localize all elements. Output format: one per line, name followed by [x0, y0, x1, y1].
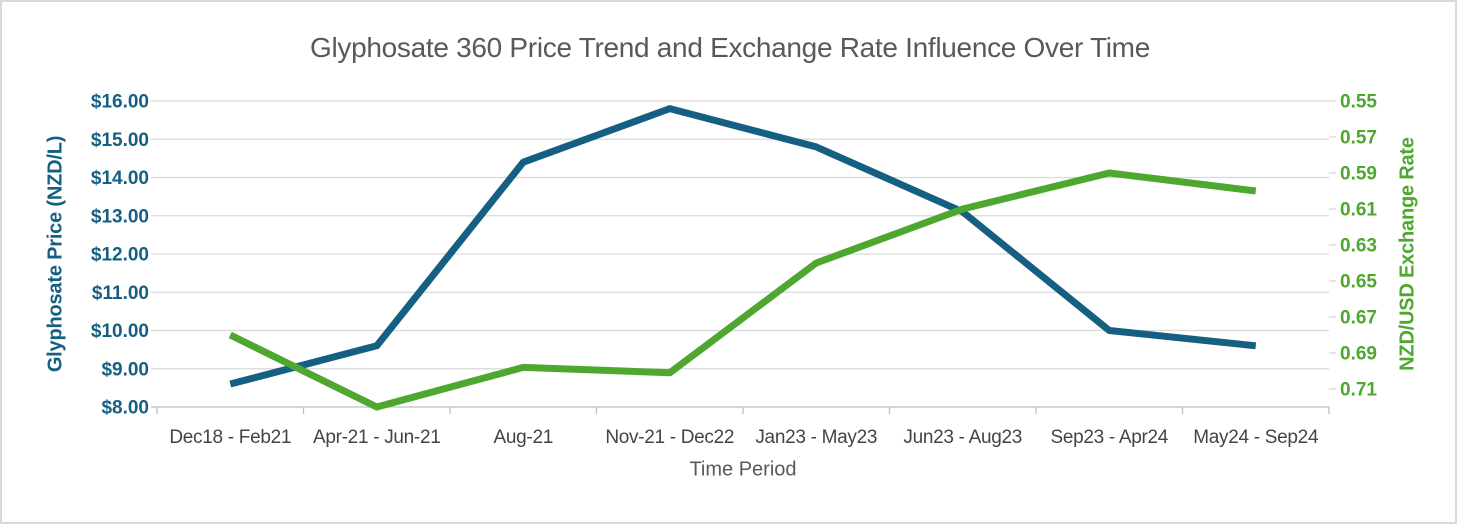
- left-tick-label: $12.00: [91, 245, 149, 266]
- left-tick-label: $11.00: [92, 283, 149, 304]
- chart-title: Glyphosate 360 Price Trend and Exchange …: [310, 32, 1150, 63]
- left-tick-label: $16.00: [91, 92, 149, 113]
- right-tick-label: 0.63: [1340, 236, 1377, 257]
- right-tick-label: 0.61: [1340, 200, 1377, 221]
- x-tick-label: Jan23 - May23: [755, 427, 877, 448]
- right-tick-label: 0.67: [1340, 308, 1377, 329]
- x-tick-label: Dec18 - Feb21: [169, 427, 291, 448]
- left-tick-label: $8.00: [101, 398, 149, 419]
- left-tick-label: $13.00: [91, 206, 149, 227]
- left-tick-label: $15.00: [91, 130, 149, 151]
- x-tick-label: May24 - Sep24: [1193, 427, 1319, 448]
- left-tick-label: $14.00: [91, 168, 149, 189]
- price-line: [229, 105, 1257, 388]
- right-tick-label: 0.59: [1340, 164, 1377, 185]
- left-tick-label: $10.00: [91, 321, 149, 342]
- x-tick-label: Nov-21 - Dec22: [605, 427, 734, 448]
- right-tick-label: 0.57: [1340, 128, 1377, 149]
- x-tick-label: Jun23 - Aug23: [903, 427, 1022, 448]
- x-tick-label: Aug-21: [494, 427, 553, 448]
- left-tick-label: $9.00: [101, 359, 149, 380]
- right-tick-label: 0.69: [1340, 344, 1377, 365]
- right-tick-label: 0.71: [1340, 380, 1377, 401]
- exchange-rate-line: [228, 169, 1257, 411]
- right-tick-label: 0.65: [1340, 272, 1377, 293]
- right-tick-label: 0.55: [1340, 92, 1377, 113]
- x-tick-label: Apr-21 - Jun-21: [313, 427, 441, 448]
- x-tick-label: Sep23 - Apr24: [1050, 427, 1168, 448]
- x-axis-title: Time Period: [689, 458, 797, 481]
